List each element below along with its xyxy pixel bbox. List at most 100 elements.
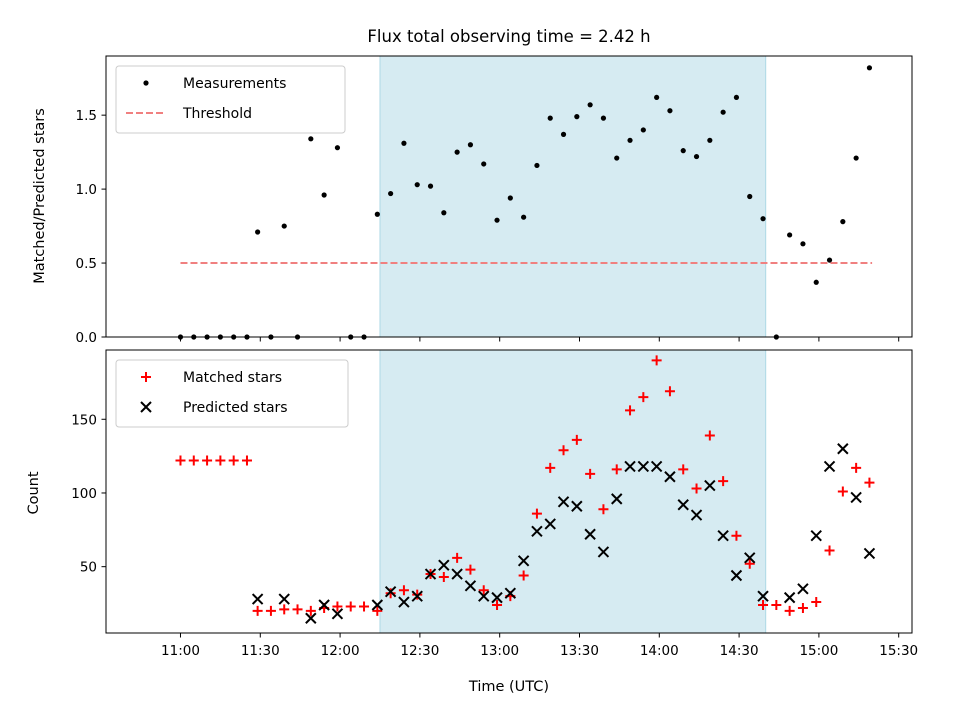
measurement-point xyxy=(388,190,394,197)
measurement-point xyxy=(787,232,793,238)
predicted-stars-point xyxy=(451,568,463,580)
matched-stars-point xyxy=(241,455,252,466)
predicted-stars-point xyxy=(664,471,676,483)
matched-stars-point xyxy=(797,602,808,613)
measurement-point xyxy=(308,136,314,142)
predicted-stars-point xyxy=(531,525,543,538)
matched-stars-point xyxy=(625,405,636,416)
predicted-stars-point xyxy=(744,552,756,564)
axes-frame xyxy=(105,55,913,338)
x-tick-label: 12:30 xyxy=(400,643,439,659)
predicted-stars-point xyxy=(318,599,330,611)
x-tick-label: 11:00 xyxy=(161,643,200,659)
y-axis-label-count: Count xyxy=(26,471,42,514)
x-tick-label: 14:00 xyxy=(640,643,679,659)
matched-stars-point xyxy=(784,605,795,616)
measurement-point xyxy=(441,210,447,216)
matched-stars-point xyxy=(585,468,596,479)
y-axis-label-ratio: Matched/Predicted stars xyxy=(32,108,48,284)
matched-stars-point xyxy=(571,434,582,445)
legend-label: Threshold xyxy=(182,106,252,122)
predicted-stars-point xyxy=(850,491,862,504)
matched-stars-point xyxy=(558,445,569,456)
predicted-stars-point xyxy=(438,559,450,571)
matched-stars-point xyxy=(531,508,542,519)
predicted-stars-point xyxy=(278,593,290,605)
measurement-point xyxy=(693,153,700,160)
y-tick-label: 0.0 xyxy=(76,330,97,346)
predicted-stars-point xyxy=(424,568,437,580)
x-tick-label: 14:30 xyxy=(720,643,759,659)
measurement-point xyxy=(334,145,341,151)
y-tick-label: 100 xyxy=(71,486,97,502)
legend-label: Measurements xyxy=(183,76,286,92)
matched-stars-point xyxy=(704,430,715,441)
measurement-point xyxy=(374,211,380,217)
predicted-stars-point xyxy=(478,590,490,602)
highlight-span xyxy=(379,55,767,338)
predicted-stars-point xyxy=(251,593,264,605)
legend-swatch-measurements xyxy=(143,80,149,86)
matched-stars-point xyxy=(611,464,622,475)
legend-box xyxy=(115,65,346,134)
x-tick-label: 15:30 xyxy=(879,643,918,659)
predicted-stars-point xyxy=(331,608,344,620)
measurement-point xyxy=(600,115,607,121)
predicted-stars-point xyxy=(650,460,663,473)
matched-stars-point xyxy=(492,599,503,610)
matched-stars-point xyxy=(744,558,755,569)
measurement-point xyxy=(547,115,553,121)
predicted-stars-point xyxy=(305,612,317,624)
matched-stars-point xyxy=(398,585,409,596)
matched-stars-point xyxy=(851,462,862,473)
measurement-point xyxy=(720,109,726,115)
matched-stars-point xyxy=(452,552,463,563)
matched-stars-point xyxy=(385,588,396,599)
axes-frame xyxy=(105,349,913,634)
measurement-point xyxy=(587,102,593,108)
predicted-stars-point xyxy=(557,496,570,508)
predicted-stars-point xyxy=(571,500,583,512)
measurement-point xyxy=(574,114,580,120)
matched-stars-point xyxy=(598,504,609,515)
matched-stars-point xyxy=(545,462,556,473)
predicted-stars-point xyxy=(624,460,636,473)
predicted-stars-point xyxy=(544,518,556,530)
predicted-stars-point xyxy=(584,528,596,540)
measurement-point xyxy=(521,214,527,220)
x-tick-label: 12:00 xyxy=(321,643,360,659)
measurement-point xyxy=(640,127,646,133)
matched-stars-point xyxy=(265,605,276,616)
matched-stars-point xyxy=(638,392,649,403)
predicted-stars-point xyxy=(611,493,623,505)
predicted-stars-point xyxy=(797,583,809,595)
predicted-stars-point xyxy=(704,479,716,492)
measurement-point xyxy=(614,155,620,161)
measurement-point xyxy=(826,257,833,263)
measurement-point xyxy=(494,217,500,223)
y-tick-label: 1.5 xyxy=(76,108,97,124)
matched-stars-point xyxy=(228,455,239,466)
measurement-point xyxy=(866,65,873,71)
x-axis-label: Time (UTC) xyxy=(468,679,549,695)
predicted-stars-point xyxy=(863,547,876,560)
predicted-stars-point xyxy=(690,509,703,521)
matched-stars-point xyxy=(678,464,689,475)
measurement-point xyxy=(401,140,407,146)
predicted-stars-point xyxy=(677,499,689,511)
measurement-point xyxy=(813,279,819,285)
measurement-point xyxy=(680,148,686,154)
measurement-point xyxy=(427,183,434,189)
predicted-stars-point xyxy=(491,591,503,604)
matched-stars-point xyxy=(438,571,449,582)
measurement-point xyxy=(800,241,806,247)
x-tick-label: 13:30 xyxy=(560,643,599,659)
matched-stars-point xyxy=(718,476,729,487)
measurement-point xyxy=(467,142,474,148)
matched-stars-point xyxy=(359,601,370,612)
measurement-point xyxy=(840,219,846,225)
measurement-point xyxy=(454,149,460,155)
matched-stars-point xyxy=(345,601,356,612)
x-tick-label: 11:30 xyxy=(241,643,280,659)
